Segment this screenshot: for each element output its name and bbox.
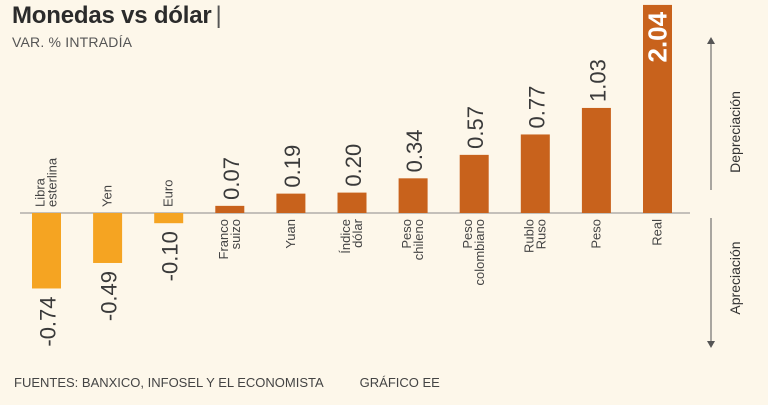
- category-label-line: esterlina: [45, 157, 60, 207]
- title-separator: |: [215, 2, 222, 29]
- chart-title-text: Monedas vs dólar: [12, 2, 212, 29]
- category-label-line: suizo: [228, 219, 243, 249]
- value-label-10: 2.04: [643, 11, 673, 62]
- value-label-4: 0.19: [280, 145, 305, 188]
- category-label-7: Pesocolombiano: [460, 219, 487, 286]
- category-label-line: Ruso: [533, 219, 548, 249]
- category-label-line: Libra: [33, 177, 48, 207]
- category-label-6: Pesochileno: [399, 219, 426, 260]
- category-label-line: Peso: [460, 219, 475, 249]
- category-label-line: colombiano: [472, 219, 487, 286]
- value-label-0: -0.74: [36, 296, 61, 346]
- bar-10: [643, 4, 672, 214]
- chart-title: Monedas vs dólar |: [12, 2, 222, 30]
- sources-text: FUENTES: BANXICO, INFOSEL Y EL ECONOMIST…: [14, 375, 324, 390]
- category-label-line: Peso: [399, 219, 414, 249]
- bar-9: [581, 107, 611, 213]
- chart-subtitle: VAR. % INTRADÍA: [12, 34, 133, 50]
- bar-0: [32, 213, 61, 289]
- category-label-4: Yuan: [283, 219, 298, 249]
- value-label-7: 0.57: [463, 106, 488, 149]
- category-label-line: Euro: [161, 180, 176, 207]
- category-label-5: Índicedólar: [338, 218, 365, 253]
- category-label-line: chileno: [411, 219, 426, 260]
- bar-8: [520, 134, 550, 213]
- value-label-9: 1.03: [585, 59, 610, 102]
- category-label-line: Índice: [338, 219, 353, 254]
- value-label-3: 0.07: [219, 157, 244, 200]
- value-label-6: 0.34: [402, 129, 427, 172]
- bar-5: [337, 192, 367, 213]
- category-label-line: Yuan: [283, 219, 298, 249]
- category-label-line: Yen: [100, 185, 115, 207]
- appreciation-arrow-icon: [707, 341, 715, 348]
- category-label-10: Real: [650, 219, 665, 246]
- category-label-1: Yen: [100, 185, 115, 207]
- credit-text: GRÁFICO EE: [359, 375, 440, 390]
- value-label-2: -0.10: [158, 231, 183, 281]
- category-label-line: Real: [650, 219, 665, 246]
- category-label-9: Peso: [588, 219, 603, 249]
- category-label-line: Rublo: [521, 219, 536, 253]
- chart-footer: FUENTES: BANXICO, INFOSEL Y EL ECONOMIST…: [14, 375, 440, 390]
- category-label-0: Libraesterlina: [33, 157, 60, 207]
- bar-7: [459, 154, 489, 213]
- bar-6: [398, 178, 428, 213]
- category-label-line: Franco: [216, 219, 231, 259]
- category-label-line: Peso: [588, 219, 603, 249]
- category-label-3: Francosuizo: [216, 219, 243, 259]
- value-label-5: 0.20: [341, 144, 366, 187]
- appreciation-axis-label: Apreciación: [727, 241, 743, 314]
- bar-4: [276, 193, 306, 213]
- depreciation-arrow-icon: [707, 37, 715, 44]
- category-label-line: dólar: [350, 218, 365, 248]
- bar-3: [215, 205, 245, 213]
- depreciation-axis-label: Depreciación: [727, 91, 743, 173]
- value-label-8: 0.77: [524, 86, 549, 129]
- bar-1: [93, 213, 123, 263]
- bar-2: [154, 213, 184, 224]
- category-label-8: RubloRuso: [521, 219, 548, 253]
- value-label-1: -0.49: [97, 271, 122, 321]
- category-label-2: Euro: [161, 180, 176, 207]
